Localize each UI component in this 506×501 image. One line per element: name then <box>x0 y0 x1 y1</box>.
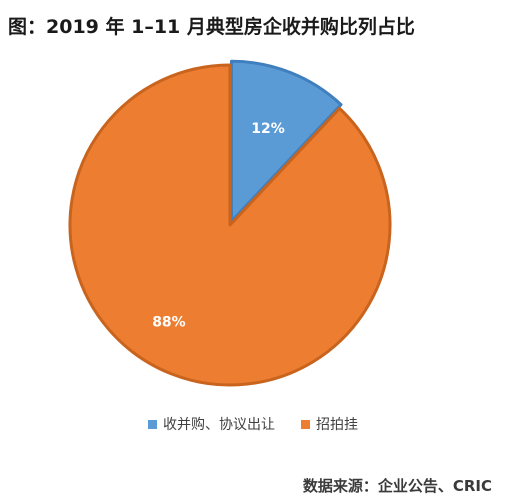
legend-swatch-acquisition <box>148 419 157 429</box>
legend-label-auction: 招拍挂 <box>316 417 358 433</box>
legend-label-acquisition: 收并购、协议出让 <box>163 417 275 433</box>
data-source: 数据来源：企业公告、CRIC <box>302 477 492 495</box>
chart-title: 图：2019 年 1–11 月典型房企收并购比列占比 <box>8 16 415 38</box>
pie-slice-acquisition <box>229 59 343 223</box>
legend: 收并购、协议出让 招拍挂 <box>0 414 506 434</box>
pie-chart: 12% 88% <box>68 59 392 387</box>
pie-slice-auction <box>68 63 392 387</box>
legend-item-acquisition: 收并购、协议出让 <box>148 414 275 434</box>
legend-item-auction: 招拍挂 <box>301 414 358 434</box>
data-label-acquisition: 12% <box>251 121 285 137</box>
data-label-auction: 88% <box>152 315 186 331</box>
legend-swatch-auction <box>301 419 310 429</box>
